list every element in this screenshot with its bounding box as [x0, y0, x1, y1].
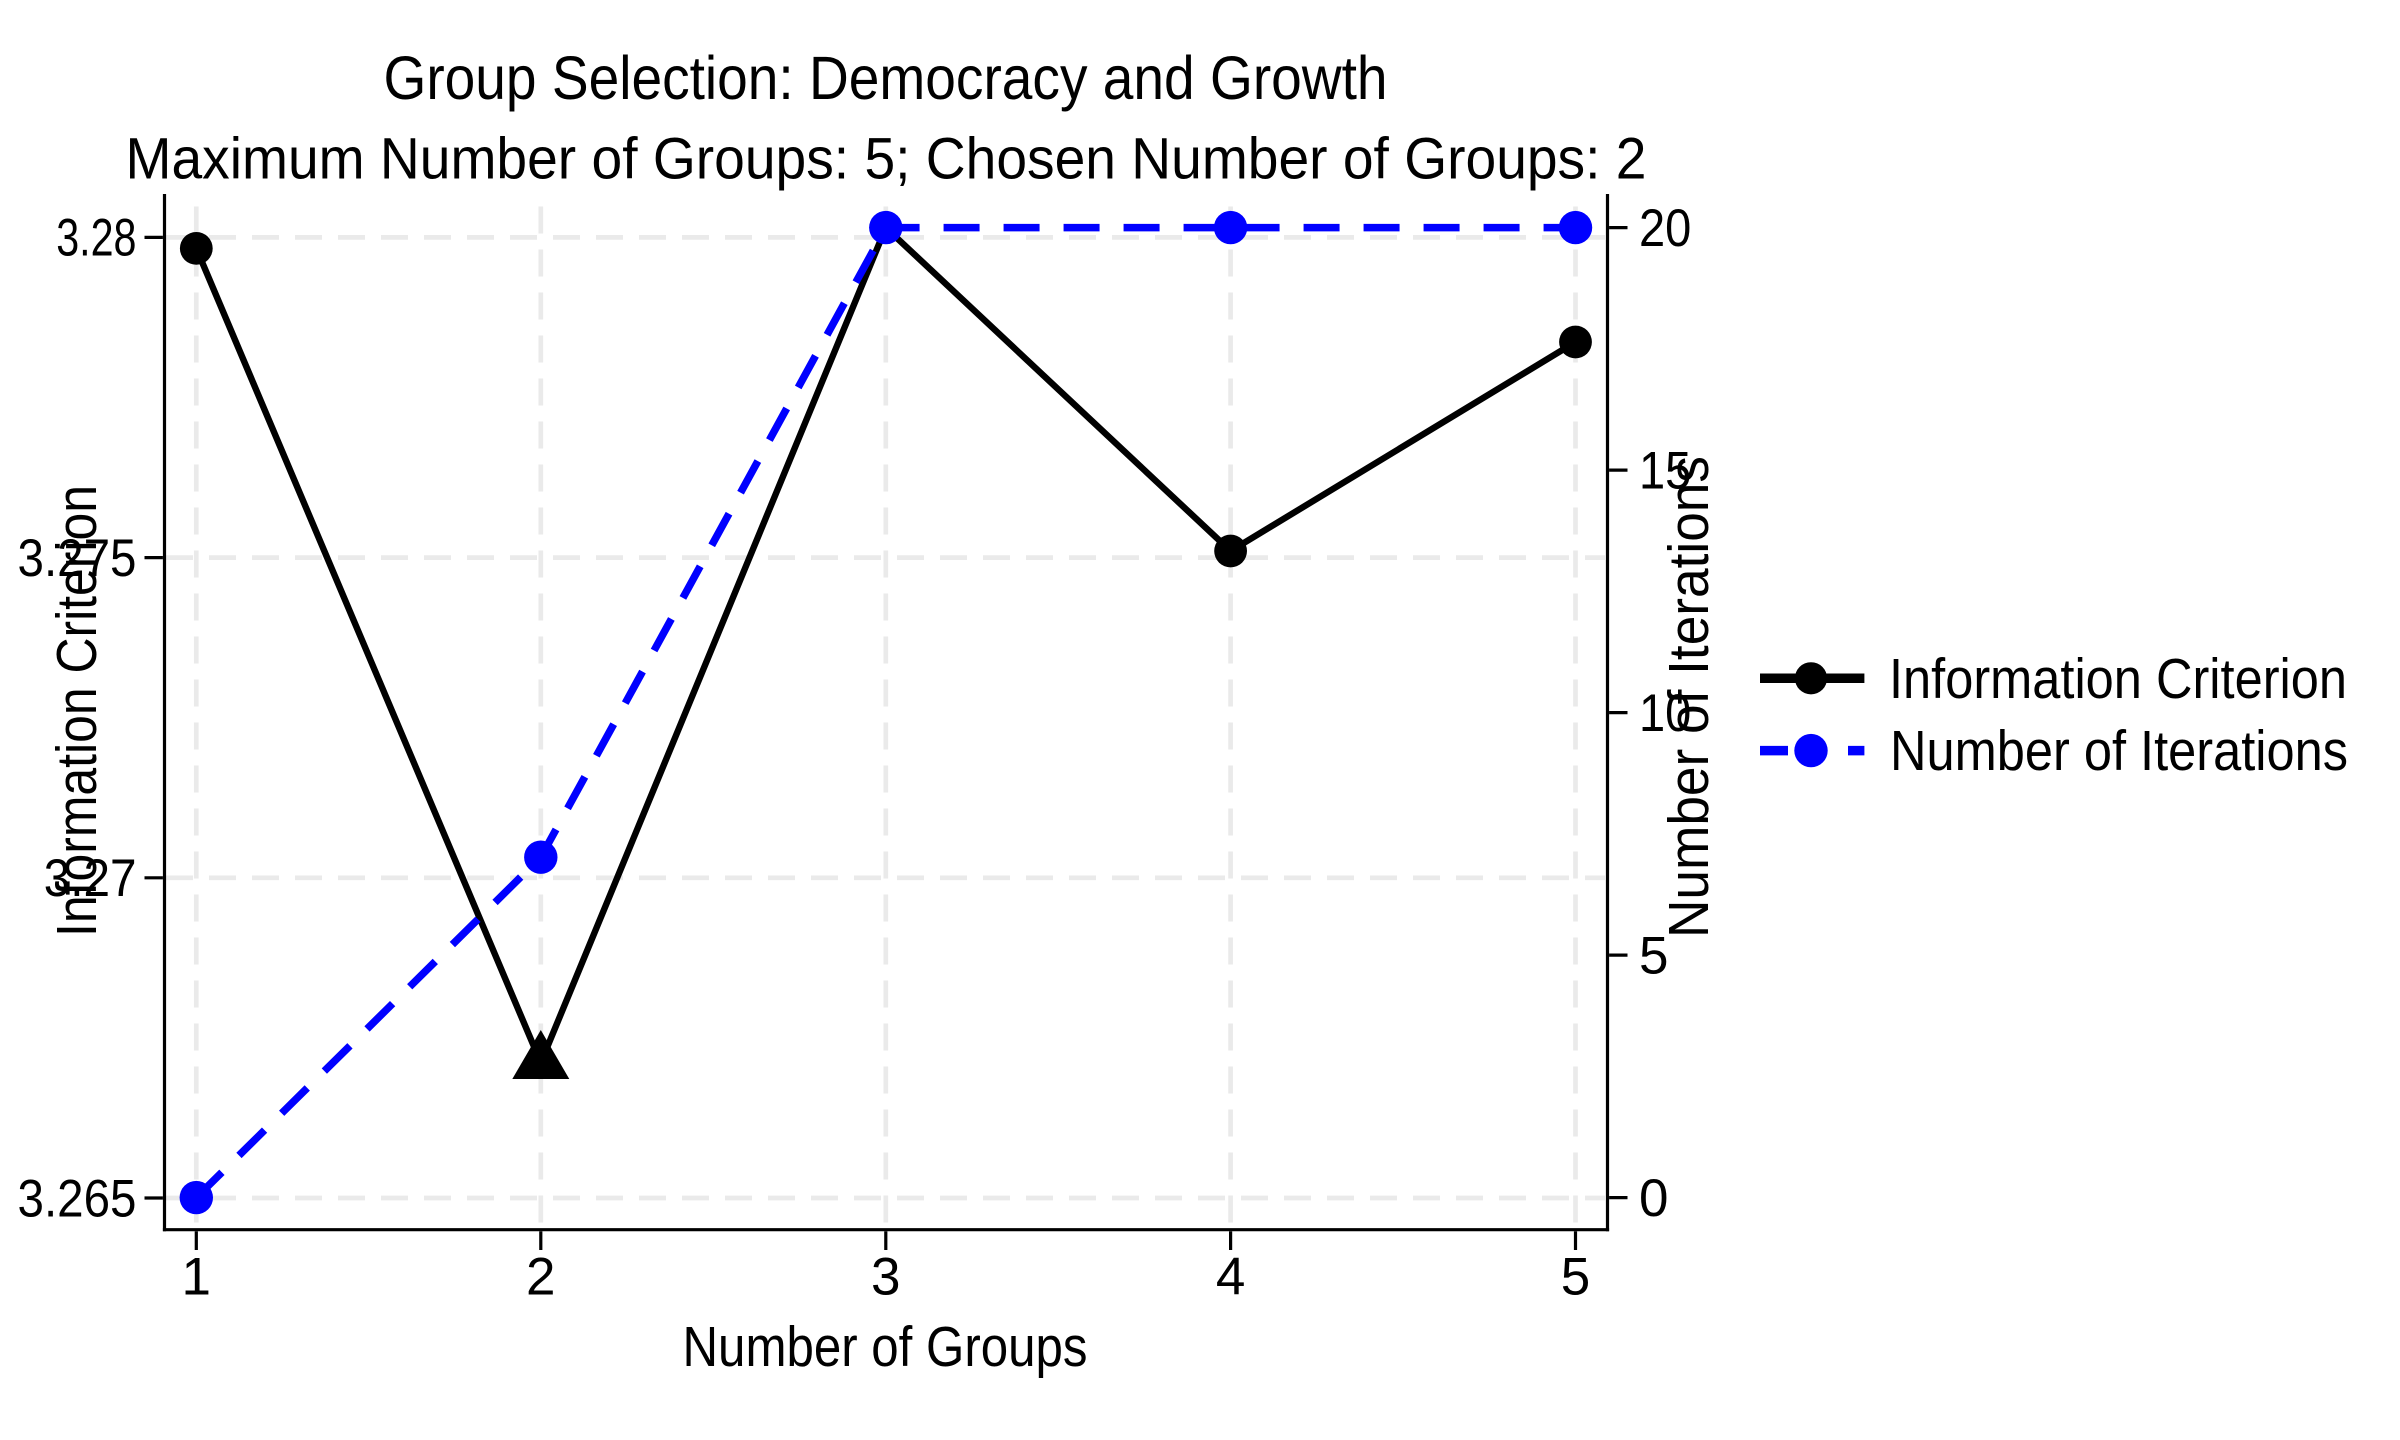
svg-text:Number of Iterations: Number of Iterations	[1890, 719, 2348, 783]
svg-text:20: 20	[1639, 199, 1691, 258]
svg-text:Number of Iterations: Number of Iterations	[1657, 456, 1721, 938]
svg-text:Maximum Number of Groups: 5; C: Maximum Number of Groups: 5; Chosen Numb…	[126, 127, 1647, 192]
svg-text:15: 15	[1639, 441, 1691, 500]
svg-text:3.265: 3.265	[18, 1169, 137, 1228]
svg-text:3.28: 3.28	[56, 209, 136, 268]
svg-text:3: 3	[871, 1248, 900, 1307]
svg-text:Information Criterion: Information Criterion	[45, 485, 109, 937]
svg-text:1: 1	[182, 1248, 211, 1307]
svg-text:0: 0	[1639, 1169, 1668, 1228]
svg-text:3.27: 3.27	[44, 849, 137, 908]
svg-text:3.275: 3.275	[18, 529, 137, 588]
svg-text:4: 4	[1216, 1248, 1245, 1307]
svg-text:5: 5	[1561, 1248, 1590, 1307]
svg-text:5: 5	[1639, 926, 1668, 985]
svg-text:Number of Groups: Number of Groups	[683, 1315, 1088, 1379]
svg-text:Information Criterion: Information Criterion	[1889, 647, 2347, 711]
svg-text:Group Selection: Democracy and: Group Selection: Democracy and Growth	[384, 44, 1388, 112]
svg-text:2: 2	[526, 1248, 555, 1307]
svg-text:10: 10	[1639, 684, 1691, 743]
